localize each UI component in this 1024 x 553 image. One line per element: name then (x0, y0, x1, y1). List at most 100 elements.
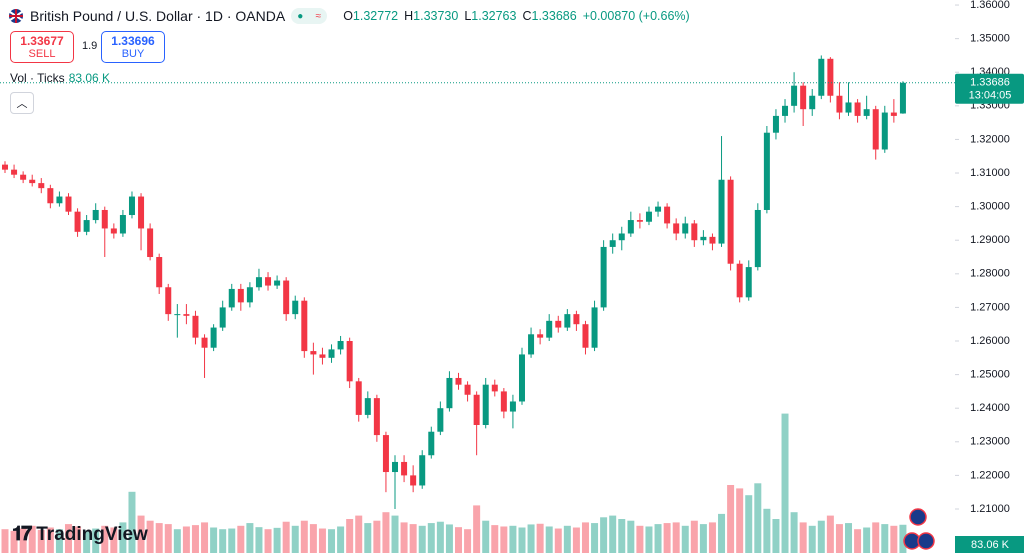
volume-bar (772, 519, 780, 553)
volume-bar (627, 520, 635, 553)
candle-body (382, 435, 389, 473)
candle-body (500, 391, 507, 412)
volume-bar (436, 521, 444, 553)
candle-body (401, 461, 408, 476)
candle-body (201, 337, 208, 348)
volume-bar (736, 488, 744, 553)
volume-bar (500, 526, 508, 553)
volume-bar (817, 520, 825, 553)
candle-body (591, 307, 598, 348)
candle-body (845, 102, 852, 113)
volume-bar (337, 526, 345, 553)
volume-bar (28, 525, 36, 553)
volume-bar (464, 529, 472, 553)
volume-bar (863, 527, 871, 553)
volume-bar (309, 524, 317, 553)
volume-bar (609, 515, 617, 553)
volume-value: 83.06 K (68, 71, 111, 85)
candle-body (419, 455, 426, 486)
brand-icon: 𝟏𝟕 (12, 523, 32, 545)
y-tick-label: 1.28000 (970, 268, 1010, 280)
volume-bar (872, 522, 880, 553)
volume-bar (781, 413, 789, 553)
y-tick-label: 1.29000 (970, 234, 1010, 246)
volume-bar (10, 530, 18, 553)
volume-bar (808, 525, 816, 553)
candle-body (872, 109, 879, 150)
candle-body (818, 58, 825, 96)
candle-body (355, 381, 362, 415)
volume-bar (636, 525, 644, 553)
volume-bar (364, 523, 372, 553)
legend-key: C (522, 9, 532, 23)
volume-bar (119, 522, 127, 553)
candle-body (763, 132, 770, 210)
candle-body (174, 314, 181, 316)
legend-key: L (464, 9, 472, 23)
volume-bar (146, 520, 154, 553)
legend-value: 1.33730 (413, 9, 459, 23)
volume-bar (763, 508, 771, 553)
volume-bar (282, 521, 290, 553)
volume-bar (455, 527, 462, 553)
header: British Pound / U.S. Dollar · 1D · OANDA… (8, 8, 690, 24)
candle-body (337, 341, 344, 350)
candle-body (518, 354, 525, 402)
candle-body (782, 105, 789, 116)
candle-body (627, 220, 634, 234)
y-tick-label: 1.22000 (970, 469, 1010, 481)
volume-bar (890, 525, 898, 553)
volume-bar (346, 519, 354, 553)
candle-body (618, 233, 625, 241)
candle-body (128, 196, 135, 216)
volume-bar (690, 520, 698, 553)
candle-body (582, 324, 589, 348)
legend-change: +0.00870 (+0.66%) (582, 9, 690, 23)
volume-bar (318, 528, 326, 553)
symbol-title: British Pound / U.S. Dollar · 1D · OANDA (30, 8, 286, 24)
candle-body (655, 206, 662, 212)
buy-button[interactable]: 1.33696 BUY (101, 31, 165, 63)
candle-body (156, 257, 163, 288)
candle-body (718, 179, 725, 244)
candle-body (319, 354, 326, 358)
y-tick-label: 1.24000 (970, 402, 1010, 414)
candle-body (863, 109, 870, 116)
event-icon (909, 508, 927, 526)
volume-bar (391, 515, 399, 553)
volume-bar (264, 529, 272, 553)
y-tick-label: 1.31000 (970, 167, 1010, 179)
collapse-button[interactable]: ︿ (10, 92, 34, 114)
candle-body (74, 211, 81, 232)
volume-bar (600, 517, 608, 553)
candle-body (881, 112, 888, 150)
candle-body (101, 209, 108, 229)
volume-bar (527, 524, 535, 553)
volume-bar (790, 512, 798, 553)
volume-bar (210, 527, 218, 553)
volume-bar (255, 527, 263, 553)
candle-body (682, 223, 689, 234)
candle-body (745, 267, 752, 298)
candle-body (664, 206, 671, 224)
volume-bar (64, 524, 72, 553)
candle-body (165, 287, 172, 315)
volume-bar (19, 528, 27, 553)
candle-body (772, 115, 779, 133)
volume-bar (101, 525, 109, 553)
legend-key: H (404, 9, 414, 23)
candle-body (392, 461, 399, 473)
buy-price: 1.33696 (111, 34, 155, 48)
candle-body (809, 95, 816, 110)
candle-body (310, 351, 317, 355)
status-pill[interactable]: ● ≈ (291, 8, 328, 24)
volume-bar (645, 526, 653, 553)
sell-button[interactable]: 1.33677 SELL (10, 31, 74, 63)
y-tick-label: 1.21000 (970, 503, 1010, 515)
candle-body (228, 288, 235, 308)
candle-body (464, 384, 471, 395)
volume-bar (46, 527, 54, 553)
volume-bar (155, 523, 163, 553)
volume-bar (1, 529, 9, 553)
